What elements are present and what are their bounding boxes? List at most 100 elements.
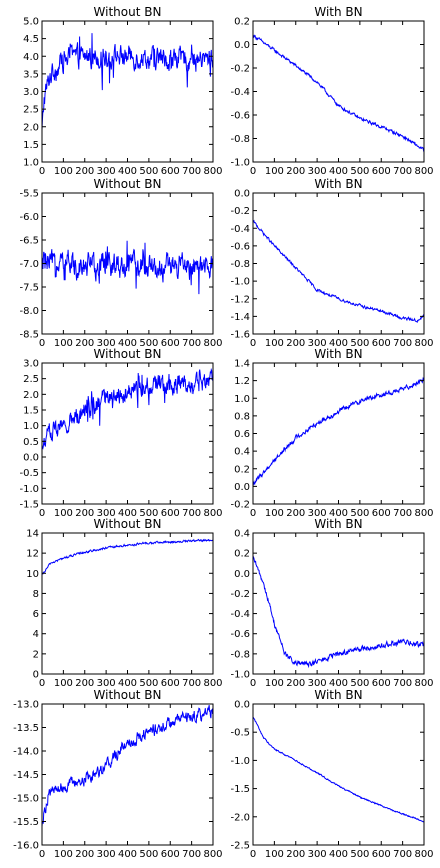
y-tick-label: -5.5 (19, 189, 39, 200)
x-tick-label: 300 (97, 166, 116, 177)
y-tick-label: 4.5 (23, 34, 39, 45)
x-tick-label: 0 (250, 338, 256, 349)
x-tick-label: 200 (75, 166, 94, 177)
y-tick-label: -1.5 (19, 500, 39, 511)
y-tick-label: 0.0 (234, 40, 250, 51)
y-tick-label: 0.0 (234, 482, 250, 493)
x-tick-label: 100 (265, 166, 284, 177)
y-tick-label: -8.0 (19, 306, 39, 317)
x-tick-label: 200 (286, 338, 305, 349)
x-tick-label: 600 (372, 338, 391, 349)
y-tick-label: 0.0 (234, 569, 250, 580)
x-tick-label: 400 (329, 849, 348, 860)
x-tick-label: 100 (54, 508, 73, 519)
x-tick-label: 300 (97, 849, 116, 860)
subplot-5: Without BN 0 100 200 300 400 500 600 700 800 -1.5 -… (19, 347, 222, 519)
y-tick-label: 1.0 (23, 421, 39, 432)
x-tick-label: 300 (97, 678, 116, 689)
y-tick-label: -0.2 (230, 589, 250, 600)
y-tick-label: 0.4 (234, 529, 250, 540)
y-tick-label: -15.5 (13, 817, 39, 828)
y-tick-label: 8 (33, 589, 39, 600)
y-tick-label: 12 (26, 549, 39, 560)
subplot-10: With BN 0 100 200 300 400 500 600 700 800 -2.5 -2.0… (230, 688, 433, 860)
y-tick-label: -13.0 (13, 700, 39, 711)
x-tick-label: 400 (329, 338, 348, 349)
y-tick-label: -1.0 (230, 158, 250, 169)
plot-frame (252, 362, 425, 505)
x-tick-label: 100 (54, 338, 73, 349)
y-tick-label: -2.0 (230, 812, 250, 823)
y-tick-label: 3.0 (23, 359, 39, 370)
x-tick-label: 100 (265, 678, 284, 689)
y-tick-label: -1.2 (230, 294, 250, 305)
y-tick-label: 1.5 (23, 140, 39, 151)
y-tick-label: -1.5 (230, 784, 250, 795)
y-tick-label: -15.0 (13, 794, 39, 805)
subplot-4: With BN 0 100 200 300 400 500 600 700 800 -1.6 -1.4… (230, 177, 433, 349)
x-tick-label: 800 (203, 338, 222, 349)
y-tick-label: -1.4 (230, 312, 250, 323)
y-tick-label: 2.5 (23, 374, 39, 385)
y-tick-label: 1.2 (234, 376, 250, 387)
series-line (42, 538, 213, 575)
y-tick-label: -14.0 (13, 747, 39, 758)
plot-frame (252, 532, 425, 675)
x-tick-label: 800 (414, 166, 433, 177)
x-tick-label: 400 (118, 849, 137, 860)
x-tick-label: 300 (308, 166, 327, 177)
x-tick-label: 200 (75, 849, 94, 860)
y-tick-label: 0.0 (23, 453, 39, 464)
x-tick-label: 700 (393, 678, 412, 689)
y-tick-label: -0.6 (230, 111, 250, 122)
y-tick-label: -0.8 (230, 134, 250, 145)
y-tick-label: -2.5 (230, 841, 250, 852)
x-tick-label: 0 (250, 678, 256, 689)
x-tick-label: 200 (286, 166, 305, 177)
x-tick-label: 700 (393, 338, 412, 349)
x-tick-label: 500 (139, 849, 158, 860)
y-tick-label: 0 (33, 670, 39, 681)
x-tick-label: 800 (414, 338, 433, 349)
y-tick-label: 0.2 (234, 464, 250, 475)
x-tick-label: 400 (118, 508, 137, 519)
x-tick-label: 200 (286, 508, 305, 519)
y-tick-label: -1.0 (19, 484, 39, 495)
x-tick-label: 800 (203, 849, 222, 860)
y-tick-label: 4.0 (23, 52, 39, 63)
x-tick-label: 500 (350, 508, 369, 519)
y-tick-label: 2.5 (23, 105, 39, 116)
x-tick-label: 600 (372, 678, 391, 689)
x-tick-label: 400 (329, 166, 348, 177)
subplot-title: Without BN (94, 177, 162, 191)
x-tick-label: 0 (39, 849, 45, 860)
x-tick-label: 100 (54, 678, 73, 689)
x-tick-label: 700 (182, 849, 201, 860)
x-tick-label: 100 (54, 849, 73, 860)
y-tick-label: 3.0 (23, 87, 39, 98)
x-tick-label: 100 (54, 166, 73, 177)
y-tick-label: 10 (26, 569, 39, 580)
x-tick-label: 800 (203, 508, 222, 519)
y-tick-label: -7.5 (19, 283, 39, 294)
x-tick-label: 600 (372, 166, 391, 177)
subplot-title: With BN (314, 177, 362, 191)
series-line (253, 555, 424, 669)
x-tick-label: 600 (161, 508, 180, 519)
y-tick-label: -14.5 (13, 770, 39, 781)
y-tick-label: 5.0 (23, 17, 39, 28)
x-tick-label: 0 (39, 508, 45, 519)
x-tick-label: 600 (161, 678, 180, 689)
y-tick-label: 0.2 (234, 17, 250, 28)
subplot-title: Without BN (94, 517, 162, 531)
x-tick-label: 500 (350, 338, 369, 349)
plot-frame (41, 532, 214, 675)
x-tick-label: 500 (139, 678, 158, 689)
x-tick-label: 300 (97, 338, 116, 349)
y-tick-label: -0.5 (19, 468, 39, 479)
x-tick-label: 300 (308, 849, 327, 860)
x-tick-label: 500 (139, 338, 158, 349)
y-tick-label: -0.5 (230, 728, 250, 739)
subplot-3: Without BN 0 100 200 300 400 500 600 700 800 -8.5 -… (19, 177, 222, 349)
